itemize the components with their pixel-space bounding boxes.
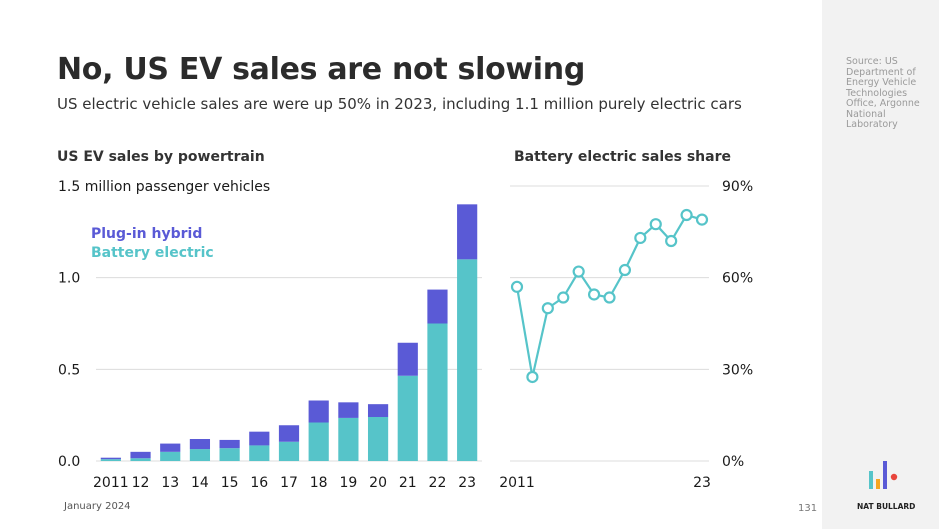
line-y-tick-label: 30% — [722, 362, 753, 378]
bar-plugin-hybrid — [219, 439, 240, 449]
bar-plugin-hybrid — [457, 204, 478, 260]
bar-battery-electric — [367, 417, 389, 461]
share-point — [541, 302, 554, 315]
page-subtitle: US electric vehicle sales are were up 50… — [57, 95, 742, 113]
share-point — [618, 263, 632, 277]
share-point — [587, 288, 601, 301]
bar-x-tick-label: 13 — [161, 475, 179, 491]
bar-battery-electric — [338, 417, 359, 461]
bar-battery-electric — [308, 422, 329, 461]
bar-x-tick-label: 2011 — [93, 475, 129, 491]
footer-date: January 2024 — [64, 501, 131, 512]
bar-battery-electric — [189, 449, 211, 461]
bar-plugin-hybrid — [249, 431, 270, 446]
bar-y-tick-label: 0.0 — [58, 454, 80, 470]
legend-plugin-hybrid: Plug-in hybrid — [91, 226, 202, 242]
bar-plugin-hybrid — [100, 457, 121, 460]
sidebar — [822, 0, 939, 529]
share-point — [603, 291, 616, 304]
line-y-tick-label: 60% — [722, 271, 753, 287]
bar-plugin-hybrid — [397, 342, 418, 376]
share-point — [634, 231, 647, 245]
bar-y-tick-label: 1.0 — [58, 271, 80, 287]
page-number: 131 — [798, 503, 818, 514]
share-point — [649, 218, 662, 231]
bar-plugin-hybrid — [338, 402, 359, 418]
bar-battery-electric — [457, 259, 478, 461]
bar-battery-electric — [278, 441, 300, 461]
bar-x-tick-label: 22 — [429, 475, 447, 491]
bar-x-tick-label: 16 — [250, 475, 268, 491]
line-y-tick-label: 0% — [722, 454, 744, 470]
bar-chart-unit-label: 1.5 million passenger vehicles — [58, 179, 270, 195]
line-x-tick-label: 23 — [693, 475, 711, 491]
bar-battery-electric — [427, 323, 448, 461]
bar-battery-electric — [130, 458, 151, 461]
bar-x-tick-label: 20 — [369, 475, 387, 491]
bar-battery-electric — [100, 459, 121, 461]
bar-plugin-hybrid — [130, 451, 151, 459]
bar-x-tick-label: 15 — [221, 475, 239, 491]
page-title: No, US EV sales are not slowing — [57, 52, 586, 87]
share-point — [572, 265, 585, 278]
share-point — [526, 370, 539, 384]
bar-battery-electric — [249, 445, 270, 461]
bar-battery-electric — [160, 451, 181, 461]
bar-x-tick-label: 23 — [458, 475, 476, 491]
share-point — [680, 208, 693, 222]
share-point — [665, 234, 678, 248]
bar-plugin-hybrid — [160, 443, 181, 452]
bar-plugin-hybrid — [427, 289, 448, 324]
bar-chart: 0.0 0.5 1.0 2011 12 13 14 15 16 17 18 19 20 21 22 23 1.… — [58, 179, 482, 491]
bar-x-tick-label: 19 — [339, 475, 357, 491]
bar-plugin-hybrid — [189, 439, 211, 450]
share-point — [510, 280, 524, 293]
bar-x-tick-label: 18 — [310, 475, 328, 491]
line-x-tick-label: 2011 — [500, 475, 535, 491]
bar-plugin-hybrid — [278, 425, 300, 442]
brand-name: NAT BULLARD — [857, 502, 916, 511]
source-note: Source: US Department of Energy Vehicle … — [846, 56, 920, 130]
bar-x-tick-label: 14 — [191, 475, 209, 491]
nat-bullard-logo — [869, 461, 898, 489]
bar-plugin-hybrid — [308, 400, 329, 423]
bar-x-tick-label: 12 — [132, 475, 150, 491]
bar-chart-title: US EV sales by powertrain — [57, 149, 265, 165]
bar-x-tick-label: 17 — [280, 475, 298, 491]
bar-y-tick-label: 0.5 — [58, 362, 80, 378]
share-point — [695, 213, 709, 226]
line-chart: 0% 30% 60% 90% 2011 23 — [500, 179, 753, 491]
line-chart-title: Battery electric sales share — [514, 149, 731, 165]
line-y-tick-label: 90% — [722, 179, 753, 195]
bar-battery-electric — [397, 375, 418, 461]
legend-battery-electric: Battery electric — [91, 245, 214, 261]
bar-battery-electric — [219, 448, 240, 461]
bar-x-tick-label: 21 — [399, 475, 417, 491]
bar-plugin-hybrid — [367, 404, 389, 417]
share-point — [557, 291, 570, 304]
